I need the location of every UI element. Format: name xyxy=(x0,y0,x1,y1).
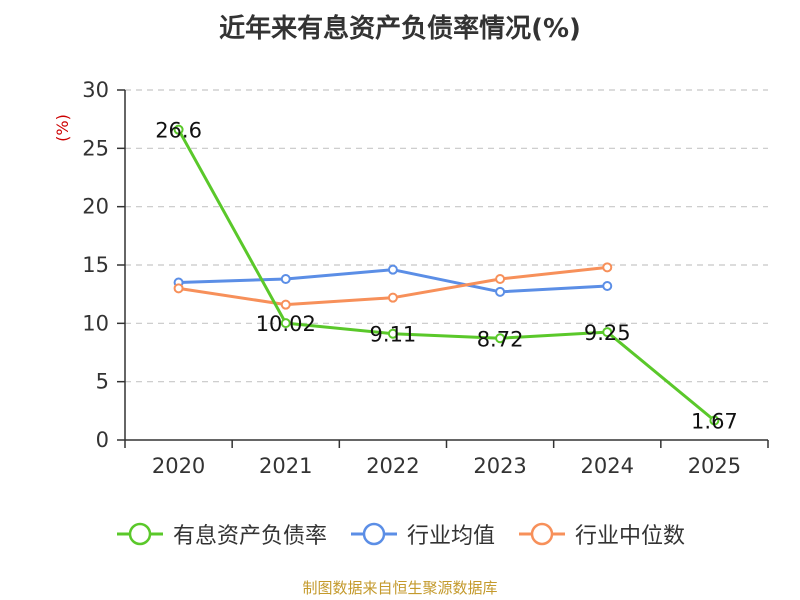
data-point xyxy=(495,286,506,297)
x-tick-label: 2023 xyxy=(473,454,526,478)
y-tick-label: 15 xyxy=(82,253,109,277)
data-point xyxy=(173,283,184,294)
data-label: 9.25 xyxy=(584,321,631,345)
legend-label-debt-ratio: 有息资产负债率 xyxy=(172,524,327,549)
legend-label-industry-mean: 行业均值 xyxy=(406,524,495,549)
legend-item-industry-median[interactable]: 行业中位数 xyxy=(517,518,685,550)
source-note: 制图数据来自恒生聚源数据库 xyxy=(302,579,498,597)
x-tick-label: 2021 xyxy=(259,454,312,478)
y-tick-label: 0 xyxy=(96,428,109,452)
x-tick-label: 2022 xyxy=(366,454,419,478)
legend-swatch-industry-mean xyxy=(350,522,397,546)
x-tick-label: 2025 xyxy=(688,454,741,478)
data-point xyxy=(387,264,398,275)
data-label: 8.72 xyxy=(477,327,524,351)
y-tick-label: 5 xyxy=(96,370,109,394)
series-lines xyxy=(173,124,720,426)
y-tick-label: 20 xyxy=(82,195,109,219)
legend-swatch-debt-ratio xyxy=(116,522,163,546)
data-point xyxy=(387,328,398,339)
series-line xyxy=(177,128,716,422)
x-tick-label: 2024 xyxy=(581,454,634,478)
data-point xyxy=(602,281,613,291)
data-label: 26.6 xyxy=(155,119,202,143)
data-point xyxy=(495,274,506,284)
data-label: 1.67 xyxy=(691,410,738,434)
data-point xyxy=(709,415,720,426)
y-tick-label: 30 xyxy=(82,78,109,102)
data-point xyxy=(387,292,398,303)
y-tick-label: 25 xyxy=(82,136,109,160)
grid-lines xyxy=(125,89,768,383)
data-label: 10.02 xyxy=(256,312,316,336)
data-point xyxy=(173,124,184,135)
chart-title: 近年来有息资产负债率情况(%) xyxy=(219,14,581,44)
data-labels: 26.6 10.02 9.11 8.72 9.25 1.67 xyxy=(155,119,738,434)
legend-item-industry-mean[interactable]: 行业均值 xyxy=(349,518,495,550)
data-point xyxy=(280,318,291,329)
data-point xyxy=(495,333,506,344)
data-point xyxy=(280,274,291,284)
y-tick-label: 10 xyxy=(82,311,109,335)
y-axis-label: (%) xyxy=(53,114,72,142)
legend-swatch-industry-median xyxy=(519,522,565,546)
data-point xyxy=(280,299,291,310)
data-point xyxy=(602,262,613,273)
data-label: 9.11 xyxy=(370,323,417,347)
legend-item-debt-ratio[interactable]: 有息资产负债率 xyxy=(115,518,327,550)
legend-label-industry-median: 行业中位数 xyxy=(575,524,686,549)
data-point xyxy=(602,327,613,338)
legend: 有息资产负债率 行业均值 行业中位数 xyxy=(0,518,800,550)
x-tick-label: 2020 xyxy=(152,454,205,478)
